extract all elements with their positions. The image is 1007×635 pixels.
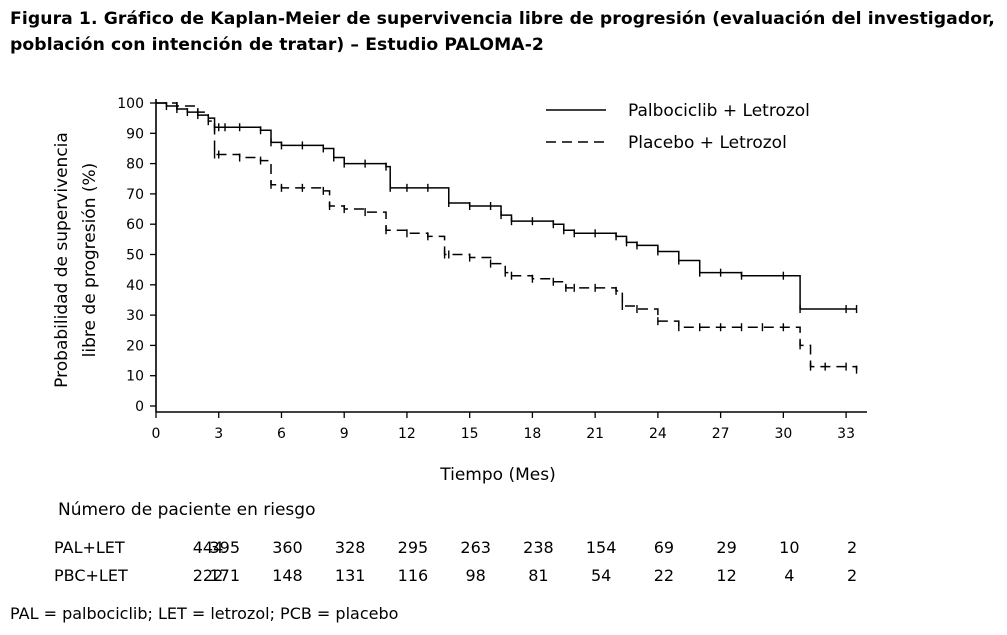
- y-tick-label: 60: [126, 217, 144, 233]
- y-tick-label: 0: [135, 399, 144, 415]
- risk-value: 328: [334, 538, 366, 557]
- y-tick-label: 90: [126, 126, 144, 142]
- x-tick-label: 6: [277, 426, 286, 442]
- risk-value: 22: [653, 566, 675, 585]
- y-tick-label: 40: [126, 278, 144, 294]
- x-tick-label: 3: [214, 426, 223, 442]
- footnote: PAL = palbociclib; LET = letrozol; PCB =…: [10, 604, 399, 623]
- risk-value: 222: [192, 566, 224, 585]
- risk-value: 2: [846, 566, 858, 585]
- risk-value: 444: [192, 538, 224, 557]
- x-tick-label: 9: [340, 426, 349, 442]
- x-tick-label: 0: [152, 426, 161, 442]
- risk-value: 295: [397, 538, 429, 557]
- risk-value: 116: [397, 566, 429, 585]
- y-tick-label: 30: [126, 308, 144, 324]
- x-tick-label: 21: [586, 426, 604, 442]
- risk-value: 54: [590, 566, 612, 585]
- risk-table-title: Número de paciente en riesgo: [58, 500, 316, 520]
- risk-value: 238: [523, 538, 554, 557]
- legend-label: Placebo + Letrozol: [628, 133, 787, 153]
- y-tick-label: 50: [126, 248, 144, 264]
- legend-label: Palbociclib + Letrozol: [628, 101, 810, 121]
- figure-title: Figura 1. Gráfico de Kaplan-Meier de sup…: [10, 9, 995, 55]
- risk-value: 81: [528, 566, 549, 585]
- kaplan-meier-chart: 0 10 20 30 40 50 60 70 80 90 100 0 3 6 9 12 15 18 21 24 27 30…: [52, 96, 867, 485]
- risk-value: 2: [846, 538, 858, 557]
- x-tick-label: 30: [774, 426, 792, 442]
- risk-value: 395: [209, 538, 241, 557]
- x-tick-label: 15: [461, 426, 479, 442]
- y-tick-label: 70: [126, 187, 144, 203]
- x-axis-label: Tiempo (Mes): [439, 465, 555, 485]
- y-tick-label: 20: [126, 338, 144, 354]
- risk-row-label: PBC+LET: [54, 566, 128, 585]
- y-tick-label: 100: [117, 96, 144, 112]
- x-tick-label: 24: [649, 426, 667, 442]
- x-tick-label: 27: [712, 426, 730, 442]
- y-tick-label: 80: [126, 157, 144, 173]
- risk-value: 69: [653, 538, 675, 557]
- y-tick-label: 10: [126, 369, 144, 385]
- risk-row-label: PAL+LET: [54, 538, 125, 557]
- risk-value: 360: [272, 538, 303, 557]
- risk-value: 10: [779, 538, 800, 557]
- risk-value: 171: [209, 566, 241, 585]
- risk-value: 4: [784, 566, 795, 585]
- y-axis-label-line1: Probabilidad de supervivencia: [52, 132, 72, 388]
- risk-value: 131: [334, 566, 366, 585]
- risk-value: 12: [716, 566, 737, 585]
- x-tick-label: 18: [523, 426, 541, 442]
- risk-value: 29: [716, 538, 737, 557]
- risk-value: 154: [585, 538, 617, 557]
- x-tick-label: 12: [398, 426, 416, 442]
- x-tick-label: 33: [837, 426, 855, 442]
- risk-value: 148: [272, 566, 303, 585]
- risk-value: 98: [465, 566, 486, 585]
- y-axis-label-line2: libre de progresión (%): [80, 163, 100, 358]
- risk-value: 263: [460, 538, 491, 557]
